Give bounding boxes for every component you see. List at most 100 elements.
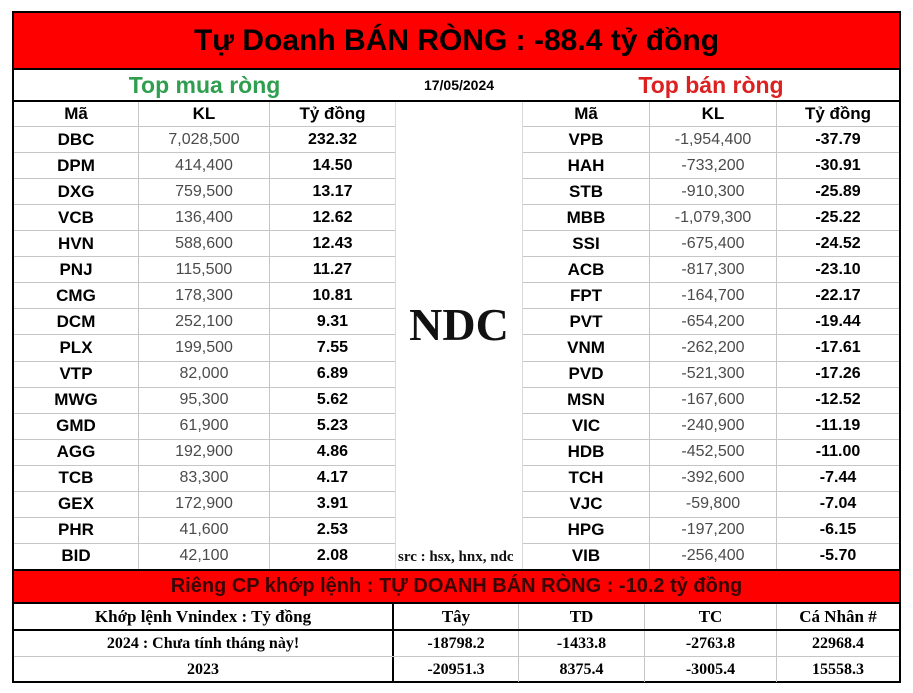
volume-cell: -262,200 [649, 335, 776, 361]
ticker-cell: GMD [56, 416, 96, 436]
section-label-row: Top mua ròng 17/05/2024 Top bán ròng [14, 70, 899, 102]
table-row: HAH -733,200 -30.91 [523, 152, 899, 179]
volume-cell: -654,200 [649, 309, 776, 335]
value-cell: -37.79 [776, 127, 899, 153]
ticker-cell: DPM [57, 155, 95, 175]
volume-cell: -392,600 [649, 465, 776, 491]
table-row: HVN 588,600 12.43 [14, 230, 395, 257]
summary-value-cell: 8375.4 [518, 657, 644, 682]
volume-cell: -1,954,400 [649, 127, 776, 153]
value-cell: -11.00 [776, 439, 899, 465]
table-row: SSI -675,400 -24.52 [523, 230, 899, 257]
volume-cell: 588,600 [138, 231, 269, 257]
value-cell: -7.44 [776, 465, 899, 491]
table-header-row: Mã KL Tỷ đồng [14, 102, 395, 127]
sell-table-title: Top bán ròng [638, 71, 784, 98]
summary-header-cell: Cá Nhân # [776, 604, 899, 629]
report-date: 17/05/2024 [423, 77, 495, 93]
ticker-cell: VIB [571, 546, 601, 566]
value-cell: 5.23 [269, 413, 395, 439]
value-cell: -25.22 [776, 205, 899, 231]
table-row: HPG -197,200 -6.15 [523, 516, 899, 543]
ticker-cell: STB [569, 181, 603, 201]
volume-cell: -1,079,300 [649, 205, 776, 231]
ticker-cell: DCM [56, 311, 96, 331]
value-cell: 11.27 [269, 257, 395, 283]
volume-cell: 178,300 [138, 283, 269, 309]
summary-header-cell: Tây [441, 606, 471, 626]
header-cell-0: Mã [64, 104, 88, 124]
ticker-cell: HPG [567, 520, 605, 540]
ticker-cell: PVD [568, 364, 604, 384]
table-row: DXG 759,500 13.17 [14, 178, 395, 205]
ticker-cell: MSN [567, 390, 605, 410]
ticker-cell: ACB [567, 259, 605, 279]
value-cell: 6.89 [269, 361, 395, 387]
ticker-cell: PLX [59, 337, 93, 357]
table-row: GEX 172,900 3.91 [14, 490, 395, 517]
ticker-cell: TCH [568, 468, 604, 488]
ticker-cell: VJC [569, 494, 603, 514]
buy-table-title: Top mua ròng [128, 71, 281, 98]
buy-table: Mã KL Tỷ đồng DBC 7,028,500 232.32 DPM 414,400 1… [14, 102, 395, 569]
ticker-cell: PNJ [59, 259, 93, 279]
value-cell: 2.53 [269, 517, 395, 543]
volume-cell: 95,300 [138, 387, 269, 413]
table-row: TCH -392,600 -7.44 [523, 464, 899, 491]
header-cell-1: KL [649, 102, 776, 127]
table-row: VTP 82,000 6.89 [14, 360, 395, 387]
table-row: VJC -59,800 -7.04 [523, 490, 899, 517]
volume-cell: -197,200 [649, 517, 776, 543]
table-row: TCB 83,300 4.17 [14, 464, 395, 491]
table-row: GMD 61,900 5.23 [14, 412, 395, 439]
value-cell: 12.43 [269, 231, 395, 257]
ticker-cell: MBB [566, 207, 606, 227]
ticker-cell: PHR [58, 520, 94, 540]
ticker-cell: VNM [567, 337, 605, 357]
source-note: src : hsx, hnx, ndc [398, 549, 514, 565]
value-cell: 14.50 [269, 153, 395, 179]
value-cell: 12.62 [269, 205, 395, 231]
ticker-cell: SSI [572, 233, 600, 253]
net-sell-banner-text: Riêng CP khớp lệnh : TỰ DOANH BÁN RÒNG :… [170, 575, 743, 597]
summary-value-cell: 15558.3 [776, 657, 899, 682]
volume-cell: 759,500 [138, 179, 269, 205]
ticker-cell: GEX [58, 494, 94, 514]
value-cell: 2.08 [269, 543, 395, 569]
summary-header-cell: TD [518, 604, 644, 629]
volume-cell: -817,300 [649, 257, 776, 283]
page-title: Tự Doanh BÁN RÒNG : -88.4 tỷ đồng [193, 23, 720, 57]
volume-cell: 414,400 [138, 153, 269, 179]
value-cell: -24.52 [776, 231, 899, 257]
value-cell: -7.04 [776, 491, 899, 517]
header-cell-0: Mã [574, 104, 598, 124]
value-cell: -6.15 [776, 517, 899, 543]
ticker-cell: HDB [567, 442, 605, 462]
ticker-cell: HAH [567, 155, 605, 175]
table-row: BID 42,100 2.08 [14, 542, 395, 569]
value-cell: 4.17 [269, 465, 395, 491]
net-sell-banner: Riêng CP khớp lệnh : TỰ DOANH BÁN RÒNG :… [14, 569, 899, 604]
value-cell: 3.91 [269, 491, 395, 517]
report-frame: Tự Doanh BÁN RÒNG : -88.4 tỷ đồng Top mu… [12, 11, 901, 683]
table-row: MSN -167,600 -12.52 [523, 386, 899, 413]
table-header-row: Mã KL Tỷ đồng [523, 102, 899, 127]
summary-row: 2024 : Chưa tính tháng này! -18798.2 -1433… [14, 631, 899, 656]
volume-cell: -675,400 [649, 231, 776, 257]
ticker-cell: CMG [56, 285, 96, 305]
table-row: CMG 178,300 10.81 [14, 282, 395, 309]
volume-cell: -240,900 [649, 413, 776, 439]
table-row: AGG 192,900 4.86 [14, 438, 395, 465]
summary-header-row: Khớp lệnh Vnindex : Tỷ đồng Tây TD TC Cá Nhâ… [14, 604, 899, 631]
table-row: PHR 41,600 2.53 [14, 516, 395, 543]
ticker-cell: DXG [57, 181, 95, 201]
value-cell: -22.17 [776, 283, 899, 309]
table-row: VPB -1,954,400 -37.79 [523, 126, 899, 153]
summary-label-cell: 2024 : Chưa tính tháng này! [14, 631, 394, 656]
ticker-cell: VIC [571, 416, 601, 436]
volume-cell: 172,900 [138, 491, 269, 517]
volume-cell: 199,500 [138, 335, 269, 361]
summary-table: Khớp lệnh Vnindex : Tỷ đồng Tây TD TC Cá Nhâ… [14, 604, 899, 682]
table-row: VIB -256,400 -5.70 [523, 542, 899, 569]
value-cell: 9.31 [269, 309, 395, 335]
